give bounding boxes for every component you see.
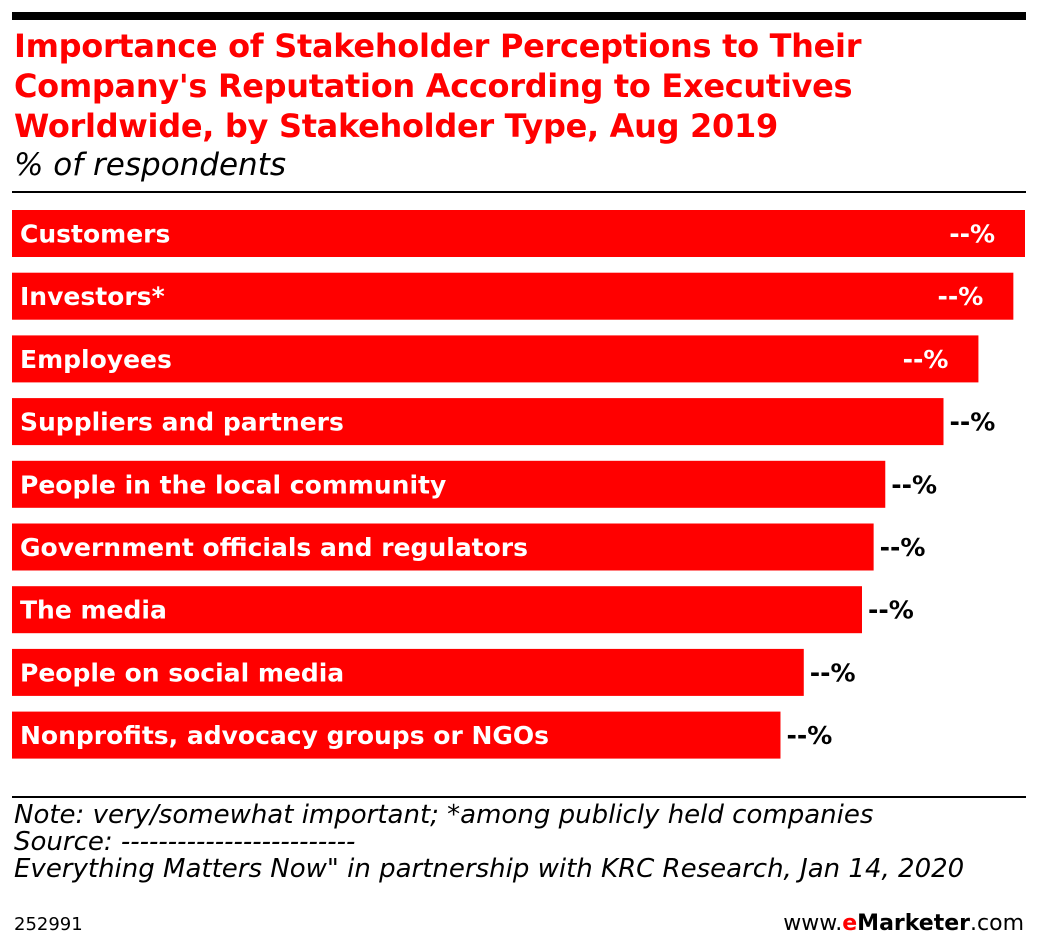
bar-value-label: --% [949, 220, 995, 249]
source-text: Source: ------------------------- [14, 827, 356, 857]
bar [12, 398, 944, 446]
bar-value-label: --% [880, 533, 926, 562]
bar [12, 711, 781, 759]
top-rule [12, 12, 1026, 20]
source-continued-text: Everything Matters Now" in partnership w… [14, 854, 965, 884]
bar [12, 210, 1025, 257]
brand-prefix: www. [783, 911, 843, 936]
bar-value-label: --% [903, 345, 949, 374]
header-divider [12, 191, 1026, 193]
bar-category-label: Investors* [20, 282, 165, 311]
bar-category-label: Government officials and regulators [20, 533, 528, 562]
bar-category-label: The media [20, 596, 167, 625]
bar [12, 586, 862, 634]
bar-category-label: Customers [20, 220, 170, 249]
bar-category-label: People in the local community [20, 470, 446, 499]
note-text: Note: very/somewhat important; *among pu… [14, 800, 874, 830]
bar [12, 460, 886, 508]
bar-row: Nonprofits, advocacy groups or NGOs --% [12, 711, 832, 759]
bar-row: Suppliers and partners --% [12, 398, 995, 446]
bar-category-label: Nonprofits, advocacy groups or NGOs [20, 721, 549, 750]
emarketer-logo[interactable]: www.eMarketer.com [783, 911, 1024, 936]
chart-id: 252991 [14, 914, 83, 935]
bar-row: Customers --% [12, 210, 1025, 257]
bar [12, 335, 979, 383]
bar-value-label: --% [949, 408, 995, 437]
bar [12, 648, 804, 696]
bar [12, 523, 874, 571]
bar-row: Government officials and regulators --% [12, 523, 926, 571]
footer-divider [12, 796, 1026, 798]
bar-row: Investors* --% [12, 272, 1014, 320]
chart-title: Importance of Stakeholder Perceptions to… [14, 27, 862, 145]
bar-row: The media --% [12, 586, 914, 634]
brand-name: Marketer [857, 911, 971, 936]
bar-value-label: --% [891, 470, 937, 499]
bar-row: People in the local community --% [12, 460, 937, 508]
bar [12, 272, 1014, 320]
bar-row: People on social media --% [12, 648, 856, 696]
bar-value-label: --% [868, 596, 914, 625]
bar-value-label: --% [786, 721, 832, 750]
chart-subtitle: % of respondents [14, 147, 287, 183]
bar-value-label: --% [810, 658, 856, 687]
chart-notes: Note: very/somewhat important; *among pu… [14, 802, 964, 883]
bar-row: Employees --% [12, 335, 979, 383]
bar-value-label: --% [938, 282, 984, 311]
brand-suffix: .com [970, 911, 1024, 936]
bar-chart: Customers --%Investors* --%Employees --%Sup… [12, 210, 1025, 759]
bar-category-label: Suppliers and partners [20, 408, 344, 437]
bar-category-label: People on social media [20, 658, 344, 687]
brand-e: e [842, 911, 858, 936]
bar-category-label: Employees [20, 345, 172, 374]
